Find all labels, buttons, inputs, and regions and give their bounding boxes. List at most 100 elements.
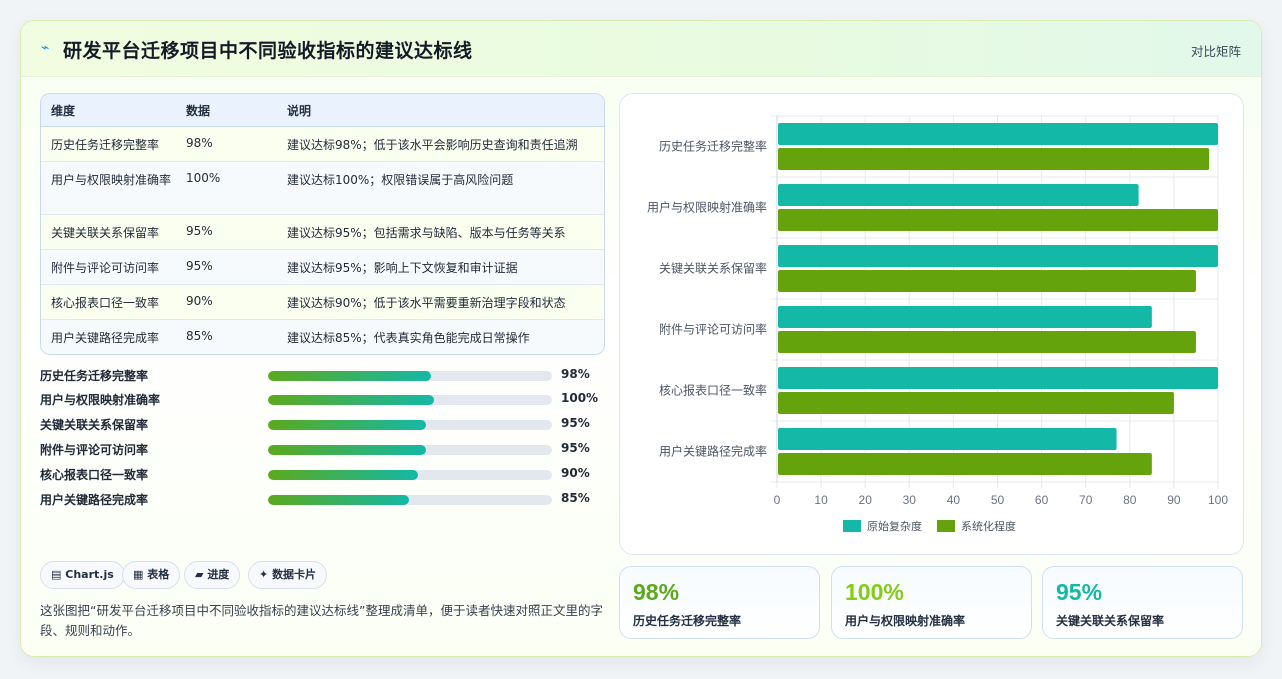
- tag-data-cards[interactable]: ✦ 数据卡片: [248, 561, 328, 589]
- x-tick-label: 10: [814, 493, 828, 507]
- x-tick-label: 100: [1208, 493, 1228, 507]
- x-tick-label: 30: [903, 493, 917, 507]
- tag-progress[interactable]: ▰ 进度: [184, 561, 241, 589]
- y-tick-label: 用户与权限映射准确率: [647, 200, 767, 215]
- progress-percent: 85%: [561, 491, 590, 505]
- chart-icon: ▤: [51, 568, 62, 581]
- cell-dimension: 用户与权限映射准确率: [51, 173, 172, 187]
- bar: [778, 367, 1218, 389]
- progress-fill: [268, 495, 410, 505]
- data-table: 维度 数据 说明 历史任务迁移完整率 98% 建议达标98%；低于该水平会影响历…: [40, 93, 605, 355]
- bar: [778, 245, 1218, 267]
- progress-percent: 90%: [561, 466, 590, 480]
- table-row: 附件与评论可访问率 95% 建议达标95%；影响上下文恢复和审计证据: [41, 250, 604, 285]
- tag-table[interactable]: ▦ 表格: [122, 561, 181, 589]
- progress-percent: 95%: [561, 441, 590, 455]
- bar: [778, 148, 1210, 170]
- table-row: 历史任务迁移完整率 98% 建议达标98%；低于该水平会影响历史查询和责任追溯: [41, 127, 604, 162]
- bar: [778, 123, 1218, 145]
- progress-row: 用户与权限映射准确率 100%: [40, 389, 600, 409]
- progress-fill: [268, 420, 426, 430]
- bar: [778, 306, 1152, 328]
- stat-label: 关键关联关系保留率: [1056, 614, 1165, 628]
- x-tick-label: 60: [1035, 493, 1049, 507]
- column-header-data: 数据: [186, 104, 211, 118]
- progress-row: 核心报表口径一致率 90%: [40, 464, 600, 484]
- progress-track: [268, 395, 552, 405]
- cell-dimension: 核心报表口径一致率: [51, 296, 160, 310]
- progress-label: 附件与评论可访问率: [40, 443, 149, 457]
- progress-percent: 98%: [561, 367, 590, 381]
- cell-value: 100%: [186, 171, 221, 185]
- progress-label: 历史任务迁移完整率: [40, 369, 149, 383]
- page-title: 研发平台迁移项目中不同验收指标的建议达标线: [63, 40, 473, 62]
- y-tick-label: 关键关联关系保留率: [659, 261, 767, 276]
- tag-chartjs[interactable]: ▤ Chart.js: [40, 561, 125, 589]
- progress-label: 关键关联关系保留率: [40, 418, 149, 432]
- cell-dimension: 历史任务迁移完整率: [51, 138, 160, 152]
- progress-row: 附件与评论可访问率 95%: [40, 439, 600, 459]
- progress-fill: [268, 470, 418, 480]
- description-text: 这张图把“研发平台迁移项目中不同验收指标的建议达标线”整理成清单，便于读者快速对…: [40, 603, 603, 638]
- x-tick-label: 70: [1079, 493, 1093, 507]
- bar: [778, 331, 1196, 353]
- main-card: ⌁ 研发平台迁移项目中不同验收指标的建议达标线 对比矩阵 维度 数据 说明 历史…: [20, 20, 1262, 657]
- x-tick-label: 80: [1123, 493, 1137, 507]
- stat-value: 100%: [845, 579, 904, 605]
- table-row: 关键关联关系保留率 95% 建议达标95%；包括需求与缺陷、版本与任务等关系: [41, 215, 604, 250]
- y-tick-label: 核心报表口径一致率: [659, 383, 767, 398]
- progress-track: [268, 495, 552, 505]
- tag-label: Chart.js: [65, 568, 114, 581]
- table-header-row: 维度 数据 说明: [41, 94, 604, 127]
- sparkle-icon: ✦: [259, 568, 269, 581]
- stat-value: 98%: [633, 579, 680, 605]
- bar: [778, 209, 1218, 231]
- bar: [778, 270, 1196, 292]
- progress-row: 关键关联关系保留率 95%: [40, 414, 600, 434]
- x-tick-label: 0: [774, 493, 781, 507]
- header: ⌁ 研发平台迁移项目中不同验收指标的建议达标线 对比矩阵: [21, 21, 1261, 77]
- bar: [778, 392, 1174, 414]
- progress-fill: [268, 445, 426, 455]
- y-tick-label: 附件与评论可访问率: [659, 322, 767, 337]
- cell-note: 建议达标98%；低于该水平会影响历史查询和责任追溯: [287, 138, 578, 152]
- cell-value: 98%: [186, 136, 213, 150]
- chart-canvas: 0 10 20 30 40 50 60 70 80 90 100 历史任务迁移完整率用户与权限映射准确…: [647, 115, 1228, 533]
- bar: [778, 453, 1152, 475]
- table-row: 核心报表口径一致率 90% 建议达标90%；低于该水平需要重新治理字段和状态: [41, 285, 604, 320]
- table-icon: ▦: [133, 568, 144, 581]
- cell-dimension: 用户关键路径完成率: [51, 331, 160, 345]
- cell-note: 建议达标90%；低于该水平需要重新治理字段和状态: [287, 296, 566, 310]
- progress-fill: [268, 395, 435, 405]
- stat-value: 95%: [1056, 579, 1103, 605]
- column-header-note: 说明: [287, 104, 312, 118]
- progress-label: 用户关键路径完成率: [40, 493, 149, 507]
- stat-card: 95% 关键关联关系保留率: [1042, 566, 1243, 639]
- legend-swatch: [937, 520, 955, 532]
- cell-note: 建议达标95%；影响上下文恢复和审计证据: [287, 261, 518, 275]
- stat-card: 100% 用户与权限映射准确率: [831, 566, 1032, 639]
- cell-value: 85%: [186, 329, 213, 343]
- cell-note: 建议达标95%；包括需求与缺陷、版本与任务等关系: [287, 226, 566, 240]
- tag-label: 表格: [147, 568, 170, 581]
- cell-value: 95%: [186, 259, 213, 273]
- cell-value: 90%: [186, 294, 213, 308]
- column-header-dimension: 维度: [51, 104, 76, 118]
- cell-dimension: 附件与评论可访问率: [51, 261, 160, 275]
- progress-label: 核心报表口径一致率: [40, 468, 149, 482]
- progress-fill: [268, 371, 431, 381]
- x-tick-label: 20: [859, 493, 873, 507]
- cell-value: 95%: [186, 224, 213, 238]
- legend-label: 原始复杂度: [867, 519, 922, 533]
- progress-track: [268, 445, 552, 455]
- x-tick-label: 50: [991, 493, 1005, 507]
- progress-label: 用户与权限映射准确率: [40, 393, 161, 407]
- progress-track: [268, 470, 552, 480]
- lightning-icon: ⌁: [41, 40, 50, 56]
- progress-track: [268, 371, 552, 381]
- compare-matrix-label: 对比矩阵: [1190, 44, 1241, 59]
- cell-dimension: 关键关联关系保留率: [51, 226, 160, 240]
- stat-label: 历史任务迁移完整率: [633, 614, 742, 628]
- cell-note: 建议达标85%；代表真实角色能完成日常操作: [287, 331, 530, 345]
- progress-percent: 95%: [561, 416, 590, 430]
